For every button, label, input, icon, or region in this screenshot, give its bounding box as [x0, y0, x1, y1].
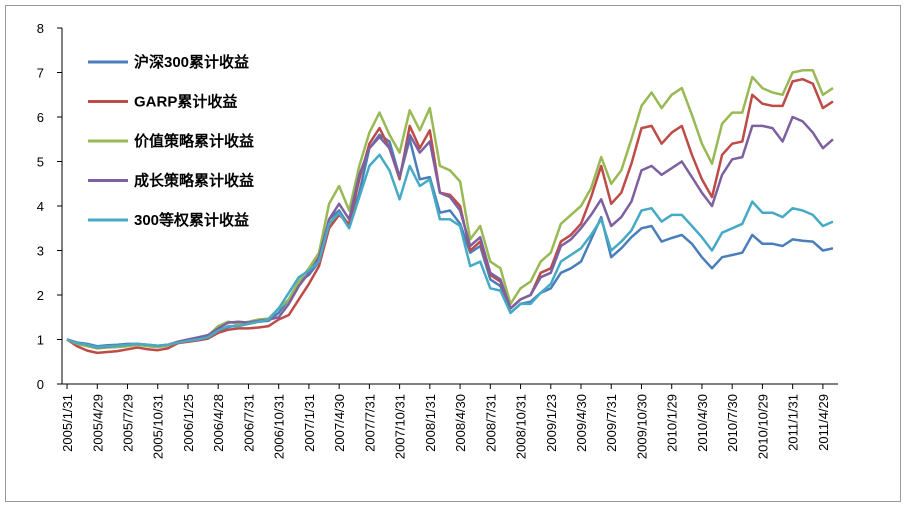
y-tick-label: 2 [37, 288, 44, 303]
y-tick-label: 4 [37, 199, 44, 214]
x-tick-label: 2006/7/31 [241, 394, 256, 452]
x-tick-label: 2005/1/31 [60, 394, 75, 452]
x-tick-label: 2005/4/29 [90, 394, 105, 452]
legend-label: 沪深300累计收益 [134, 53, 249, 71]
x-tick-label: 2010/1/29 [665, 394, 680, 452]
x-tick-label: 2008/4/30 [453, 394, 468, 452]
x-tick-label: 2011/1/31 [786, 394, 801, 451]
y-tick-label: 1 [37, 333, 44, 348]
legend-label: 成长策略累计收益 [134, 171, 254, 189]
x-tick-label: 2006/1/25 [181, 394, 196, 452]
y-tick-label: 6 [37, 110, 44, 125]
legend-label: 300等权累计收益 [134, 211, 249, 229]
chart-frame [5, 5, 901, 502]
x-tick-label: 2005/7/29 [121, 394, 136, 452]
x-tick-label: 2010/10/29 [755, 394, 770, 459]
x-tick-label: 2007/10/31 [393, 394, 408, 459]
y-tick-label: 8 [37, 21, 44, 36]
x-tick-label: 2006/4/28 [211, 394, 226, 452]
x-tick-label: 2005/10/31 [151, 394, 166, 459]
y-tick-label: 5 [37, 155, 44, 170]
y-tick-label: 3 [37, 244, 44, 259]
x-tick-label: 2007/7/31 [362, 394, 377, 452]
x-tick-label: 2010/7/30 [725, 394, 740, 452]
x-tick-label: 2007/4/30 [332, 394, 347, 452]
series-line [66, 153, 834, 349]
y-tick-label: 0 [37, 377, 44, 392]
series-line [66, 115, 834, 349]
x-tick-label: 2009/10/30 [634, 394, 649, 459]
legend-label: GARP累计收益 [134, 92, 237, 110]
y-tick-label: 7 [37, 66, 44, 81]
x-tick-label: 2010/4/30 [695, 394, 710, 452]
x-tick-label: 2008/10/31 [514, 394, 529, 459]
x-tick-label: 2006/10/31 [272, 394, 287, 459]
x-tick-label: 2011/4/29 [816, 394, 831, 451]
x-tick-label: 2009/4/30 [574, 394, 589, 452]
x-tick-label: 2008/7/31 [483, 394, 498, 452]
x-tick-label: 2009/1/23 [544, 394, 559, 452]
x-tick-label: 2007/1/31 [302, 394, 317, 452]
x-tick-label: 2008/1/31 [423, 394, 438, 452]
x-tick-label: 2009/7/31 [604, 394, 619, 452]
legend-label: 价值策略累计收益 [134, 132, 254, 150]
